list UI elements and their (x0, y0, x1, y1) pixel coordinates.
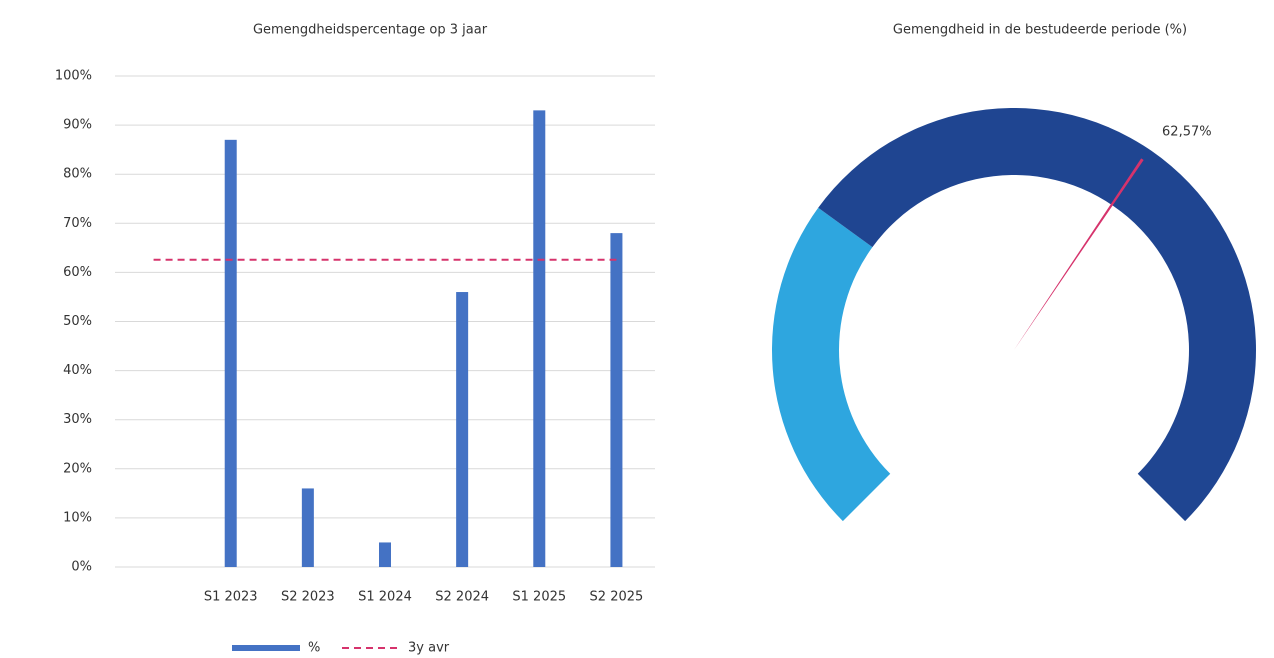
bar (379, 542, 391, 567)
bar-chart-title: Gemengdheidspercentage op 3 jaar (253, 23, 488, 38)
legend-label: 3y avr (408, 641, 450, 656)
y-tick-label: 70% (63, 216, 92, 231)
y-tick-label: 100% (55, 69, 92, 84)
y-tick-label: 40% (63, 363, 92, 378)
y-tick-label: 20% (63, 461, 92, 476)
bar (610, 233, 623, 567)
legend-swatch (232, 645, 300, 651)
y-tick-label: 60% (63, 265, 92, 280)
x-tick-label: S1 2024 (358, 590, 412, 605)
bar (456, 292, 469, 567)
y-tick-label: 0% (71, 560, 92, 575)
y-tick-label: 90% (63, 118, 92, 133)
y-tick-label: 80% (63, 167, 92, 182)
gauge-band (772, 207, 891, 522)
x-tick-label: S2 2023 (281, 590, 335, 605)
legend-label: % (308, 641, 320, 656)
gauge-needle (1014, 158, 1144, 350)
gauge-band (818, 107, 1257, 522)
x-tick-label: S2 2024 (435, 590, 489, 605)
bar (224, 139, 237, 567)
bar (533, 110, 546, 568)
x-tick-label: S2 2025 (590, 590, 644, 605)
y-tick-label: 10% (63, 510, 92, 525)
gauge-value-label: 62,57% (1162, 124, 1212, 139)
x-tick-label: S1 2025 (512, 590, 566, 605)
y-tick-label: 30% (63, 412, 92, 427)
x-tick-label: S1 2023 (204, 590, 258, 605)
gauge-title: Gemengdheid in de bestudeerde periode (%… (893, 23, 1187, 38)
y-tick-label: 50% (63, 314, 92, 329)
bar (301, 488, 314, 567)
